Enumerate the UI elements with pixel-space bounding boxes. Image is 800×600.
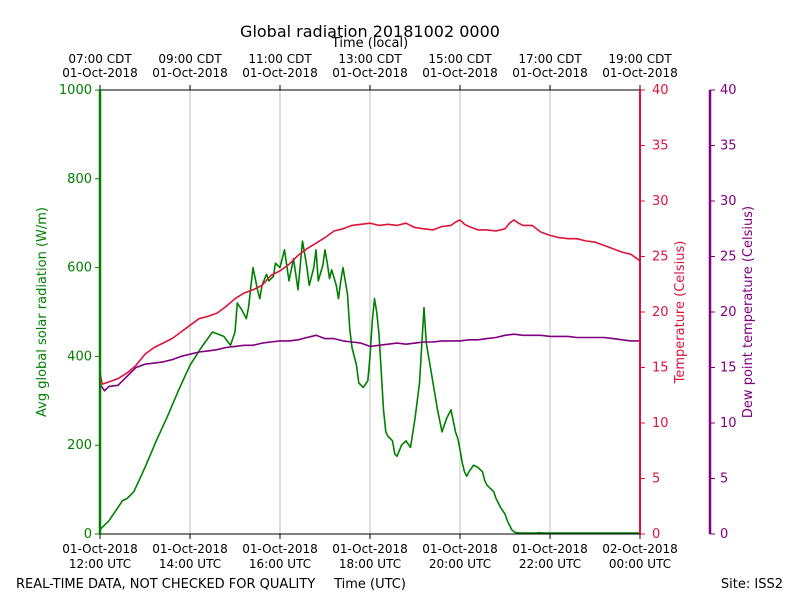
top-axis-label: Time (local) bbox=[331, 36, 408, 51]
left-tick-label: 400 bbox=[67, 349, 92, 364]
left-tick-label: 800 bbox=[67, 172, 92, 187]
y-axis-label-radiation: Avg global solar radiation (W/m) bbox=[35, 207, 50, 417]
bottom-tick-label-date: 01-Oct-2018 bbox=[332, 542, 408, 556]
top-tick-label-time: 17:00 CDT bbox=[518, 52, 582, 66]
bottom-tick-label-date: 01-Oct-2018 bbox=[152, 542, 228, 556]
bottom-tick-label-time: 00:00 UTC bbox=[609, 557, 671, 571]
temperature-tick-label: 30 bbox=[652, 194, 669, 209]
series-line-dew bbox=[99, 333, 640, 392]
footer-quality-note: REAL-TIME DATA, NOT CHECKED FOR QUALITY bbox=[16, 577, 315, 592]
left-tick-label: 200 bbox=[67, 438, 92, 453]
axes: 0200400600800100005101520253035400510152… bbox=[59, 52, 737, 571]
series-line-temp bbox=[99, 219, 641, 385]
chart-title: Global radiation 20181002 0000 bbox=[240, 22, 500, 41]
bottom-tick-label-date: 02-Oct-2018 bbox=[602, 542, 678, 556]
top-tick-label-date: 01-Oct-2018 bbox=[422, 66, 498, 80]
top-tick-label-date: 01-Oct-2018 bbox=[242, 66, 318, 80]
dew-point-tick-label: 15 bbox=[720, 361, 737, 376]
bottom-tick-label-time: 12:00 UTC bbox=[69, 557, 131, 571]
temperature-tick-label: 20 bbox=[652, 305, 669, 320]
temperature-tick-label: 15 bbox=[652, 361, 669, 376]
top-tick-label-time: 15:00 CDT bbox=[428, 52, 492, 66]
y-axis-label-dew-point: Dew point temperature (Celsius) bbox=[741, 206, 756, 418]
bottom-tick-label-date: 01-Oct-2018 bbox=[242, 542, 318, 556]
bottom-tick-label-time: 14:00 UTC bbox=[159, 557, 221, 571]
left-tick-label: 600 bbox=[67, 261, 92, 276]
temperature-tick-label: 25 bbox=[652, 250, 669, 265]
bottom-tick-label-date: 01-Oct-2018 bbox=[512, 542, 588, 556]
top-tick-label-date: 01-Oct-2018 bbox=[62, 66, 138, 80]
top-tick-label-time: 09:00 CDT bbox=[158, 52, 222, 66]
dew-point-tick-label: 35 bbox=[720, 139, 737, 154]
temperature-tick-label: 35 bbox=[652, 139, 669, 154]
dew-point-tick-label: 20 bbox=[720, 305, 737, 320]
series-lines bbox=[99, 219, 641, 534]
bottom-tick-label-time: 22:00 UTC bbox=[519, 557, 581, 571]
top-tick-label-date: 01-Oct-2018 bbox=[152, 66, 228, 80]
bottom-tick-label-time: 16:00 UTC bbox=[249, 557, 311, 571]
dew-point-tick-label: 10 bbox=[720, 416, 737, 431]
x-axis-label: Time (UTC) bbox=[333, 577, 406, 592]
dew-point-tick-label: 30 bbox=[720, 194, 737, 209]
left-tick-label: 1000 bbox=[59, 83, 92, 98]
footer-site-label: Site: ISS2 bbox=[721, 577, 783, 592]
top-tick-label-date: 01-Oct-2018 bbox=[512, 66, 588, 80]
top-tick-label-time: 13:00 CDT bbox=[338, 52, 402, 66]
temperature-tick-label: 5 bbox=[652, 472, 660, 487]
temperature-tick-label: 40 bbox=[652, 83, 669, 98]
temperature-tick-label: 10 bbox=[652, 416, 669, 431]
top-tick-label-time: 11:00 CDT bbox=[248, 52, 312, 66]
y-axis-label-temperature: Temperature (Celsius) bbox=[673, 241, 688, 385]
dew-point-tick-label: 0 bbox=[720, 527, 728, 542]
temperature-tick-label: 0 bbox=[652, 527, 660, 542]
dew-point-tick-label: 40 bbox=[720, 83, 737, 98]
top-tick-label-date: 01-Oct-2018 bbox=[602, 66, 678, 80]
series-line-left bbox=[99, 240, 640, 534]
top-tick-label-date: 01-Oct-2018 bbox=[332, 66, 408, 80]
left-tick-label: 0 bbox=[84, 527, 92, 542]
dew-point-tick-label: 5 bbox=[720, 472, 728, 487]
top-tick-label-time: 07:00 CDT bbox=[68, 52, 132, 66]
bottom-tick-label-time: 18:00 UTC bbox=[339, 557, 401, 571]
dew-point-tick-label: 25 bbox=[720, 250, 737, 265]
bottom-tick-label-time: 20:00 UTC bbox=[429, 557, 491, 571]
bottom-tick-label-date: 01-Oct-2018 bbox=[62, 542, 138, 556]
grid-lines bbox=[189, 90, 551, 534]
top-tick-label-time: 19:00 CDT bbox=[608, 52, 672, 66]
bottom-tick-label-date: 01-Oct-2018 bbox=[422, 542, 498, 556]
